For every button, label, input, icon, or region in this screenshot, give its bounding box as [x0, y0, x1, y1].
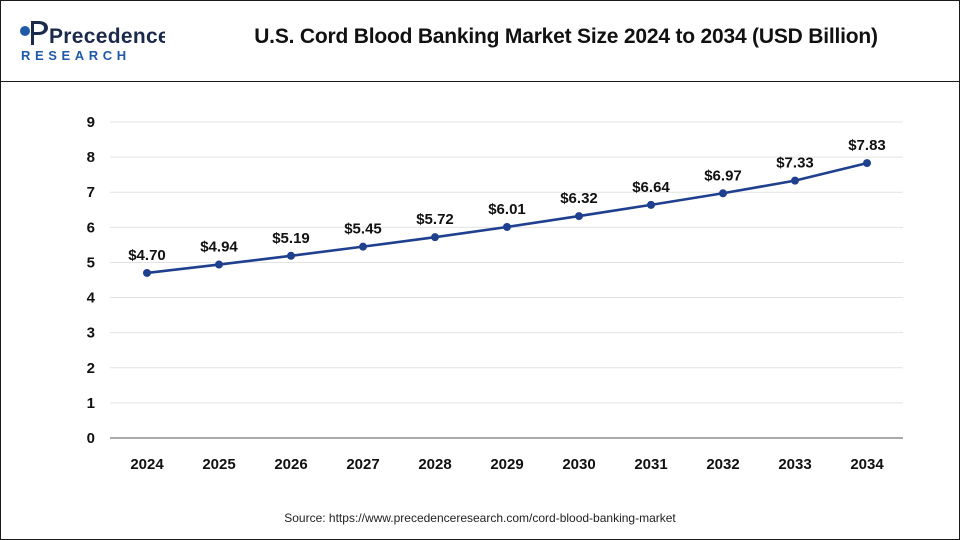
logo-mark-icon — [20, 21, 48, 45]
data-point — [143, 268, 151, 277]
data-label: $6.64 — [632, 179, 670, 196]
y-tick-label: 5 — [87, 254, 95, 271]
y-tick-label: 0 — [87, 430, 95, 447]
y-tick-label: 7 — [87, 184, 95, 201]
data-label: $7.33 — [776, 155, 814, 172]
data-point — [359, 242, 367, 251]
x-tick-label: 2034 — [850, 456, 884, 473]
logo-wordmark-bottom: RESEARCH — [21, 48, 131, 63]
data-label: $6.32 — [560, 190, 598, 207]
y-tick-label: 1 — [87, 395, 95, 412]
x-tick-label: 2025 — [202, 456, 235, 473]
x-tick-label: 2026 — [274, 456, 307, 473]
y-tick-label: 8 — [87, 149, 95, 166]
chart-title: U.S. Cord Blood Banking Market Size 2024… — [254, 25, 878, 48]
data-point — [647, 200, 655, 209]
source-citation: Source: https://www.precedenceresearch.c… — [284, 511, 676, 525]
data-label: $6.01 — [488, 201, 526, 218]
data-label: $4.70 — [128, 247, 166, 264]
y-tick-label: 2 — [87, 360, 95, 377]
logo-wordmark-top: Precedence — [49, 25, 165, 48]
y-axis-ticks: 0 1 2 3 4 5 6 7 8 9 — [87, 114, 96, 447]
data-point — [863, 159, 871, 168]
series-line — [146, 161, 868, 275]
y-tick-label: 9 — [87, 114, 95, 131]
x-tick-label: 2031 — [634, 456, 667, 473]
chart-header: Precedence RESEARCH U.S. Cord Blood Bank… — [1, 1, 959, 82]
data-point — [719, 189, 727, 198]
data-point — [575, 212, 583, 221]
data-label: $5.72 — [416, 211, 454, 228]
data-label: $5.45 — [344, 221, 382, 238]
data-point — [791, 176, 799, 185]
y-tick-label: 4 — [87, 290, 96, 307]
x-tick-label: 2030 — [562, 456, 595, 473]
data-point — [215, 260, 223, 269]
y-tick-label: 6 — [87, 219, 95, 236]
x-tick-label: 2033 — [778, 456, 811, 473]
x-axis-ticks: 2024 2025 2026 2027 2028 2029 2030 2031 2032 2033… — [130, 456, 884, 473]
y-tick-label: 3 — [87, 325, 95, 342]
x-tick-label: 2029 — [490, 456, 523, 473]
data-point — [287, 251, 295, 260]
x-tick-label: 2027 — [346, 456, 379, 473]
data-label: $4.94 — [200, 239, 238, 256]
x-tick-label: 2032 — [706, 456, 739, 473]
data-point — [503, 222, 511, 231]
data-label: $6.97 — [704, 167, 742, 184]
series-line-group — [143, 159, 871, 277]
x-tick-label: 2024 — [130, 456, 164, 473]
data-labels: $4.70 $4.94 $5.19 $5.45 $5.72 $6.01 $6.32 $6.64… — [128, 137, 886, 264]
x-tick-label: 2028 — [418, 456, 451, 473]
data-label: $7.83 — [848, 137, 886, 154]
data-label: $5.19 — [272, 230, 310, 247]
data-point — [431, 233, 439, 242]
precedence-research-logo: Precedence RESEARCH — [20, 21, 165, 63]
